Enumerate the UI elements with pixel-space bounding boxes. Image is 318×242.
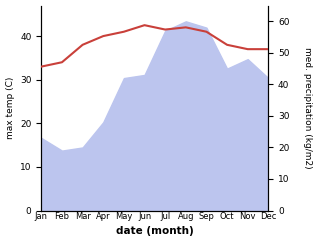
Y-axis label: med. precipitation (kg/m2): med. precipitation (kg/m2)	[303, 47, 313, 169]
Y-axis label: max temp (C): max temp (C)	[5, 77, 15, 139]
X-axis label: date (month): date (month)	[116, 227, 194, 236]
